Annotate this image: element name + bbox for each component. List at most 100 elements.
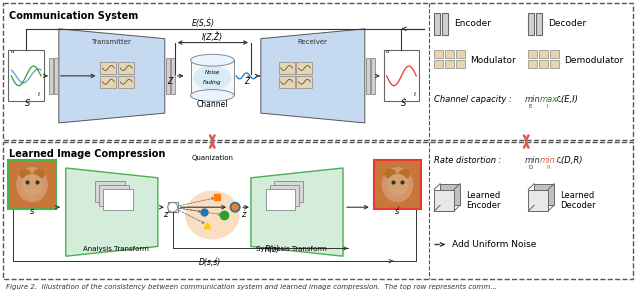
Ellipse shape <box>230 202 240 212</box>
Bar <box>171 58 175 93</box>
Bar <box>118 76 134 88</box>
Text: D: D <box>528 165 532 170</box>
Polygon shape <box>59 29 164 123</box>
Bar <box>434 60 443 68</box>
Bar <box>528 13 534 35</box>
Bar <box>445 51 454 58</box>
Text: min: min <box>540 156 556 165</box>
Text: Decoder: Decoder <box>548 20 586 28</box>
Bar <box>442 13 448 35</box>
Bar <box>366 58 370 93</box>
Polygon shape <box>261 29 365 123</box>
Text: Learned Image Compression: Learned Image Compression <box>10 150 166 159</box>
Bar <box>99 185 129 206</box>
Bar <box>539 51 548 58</box>
Text: Channel: Channel <box>196 100 228 109</box>
Bar <box>269 185 300 206</box>
Bar <box>434 51 443 58</box>
Text: Rate distortion :: Rate distortion : <box>434 156 504 165</box>
Ellipse shape <box>19 169 31 179</box>
Bar <box>95 181 125 202</box>
Text: ℒ(D,R): ℒ(D,R) <box>556 156 584 165</box>
Bar <box>3 142 633 279</box>
Bar <box>456 60 465 68</box>
Text: Ž: Ž <box>244 77 250 86</box>
Bar <box>550 51 559 58</box>
Bar <box>100 62 116 74</box>
Text: E: E <box>528 104 532 109</box>
Ellipse shape <box>191 90 234 101</box>
Text: ś: ś <box>396 207 400 216</box>
Text: Noise: Noise <box>205 70 220 75</box>
Bar <box>374 160 421 209</box>
Ellipse shape <box>193 65 231 91</box>
Bar <box>534 184 554 205</box>
Bar <box>528 190 548 211</box>
Text: Channel capacity :: Channel capacity : <box>434 95 515 104</box>
Bar <box>440 184 460 205</box>
Text: Figure 2.  Illustration of the consistency between communication system and lear: Figure 2. Illustration of the consistenc… <box>6 284 497 290</box>
Bar <box>383 51 419 101</box>
Text: min: min <box>524 156 540 165</box>
Text: Z: Z <box>167 77 172 86</box>
Text: I: I <box>546 104 548 109</box>
Bar <box>456 51 465 58</box>
Text: I(Z,Ž): I(Z,Ž) <box>202 32 223 42</box>
Bar <box>536 13 542 35</box>
Ellipse shape <box>33 169 45 179</box>
Ellipse shape <box>185 191 239 239</box>
Text: ż: ż <box>241 210 245 219</box>
Text: E(S,Ś): E(S,Ś) <box>192 18 215 28</box>
Bar <box>434 190 454 211</box>
Ellipse shape <box>230 203 239 212</box>
Text: Learned
Decoder: Learned Decoder <box>560 191 596 210</box>
Text: Transmitter: Transmitter <box>92 39 131 45</box>
Text: z: z <box>163 210 167 219</box>
Bar <box>274 181 303 202</box>
Ellipse shape <box>191 54 234 66</box>
Text: Quanization: Quanization <box>191 155 234 161</box>
Text: Learned
Encoder: Learned Encoder <box>466 191 500 210</box>
Bar <box>550 60 559 68</box>
Bar <box>371 58 375 93</box>
Bar <box>118 62 134 74</box>
Bar <box>296 76 312 88</box>
Bar <box>539 60 548 68</box>
Text: Demodulator: Demodulator <box>564 56 623 65</box>
Bar <box>104 189 133 210</box>
Ellipse shape <box>16 167 48 202</box>
Bar <box>445 60 454 68</box>
Ellipse shape <box>385 169 397 179</box>
Text: ℒ(E,I): ℒ(E,I) <box>556 95 579 104</box>
Text: Modulator: Modulator <box>470 56 516 65</box>
Bar <box>49 58 53 93</box>
Text: Ś: Ś <box>401 99 406 108</box>
Ellipse shape <box>168 202 178 212</box>
Text: R(ż): R(ż) <box>265 245 280 254</box>
Bar <box>528 51 537 58</box>
Text: t: t <box>413 93 415 98</box>
Bar <box>191 60 234 95</box>
Bar <box>54 58 58 93</box>
Bar <box>100 76 116 88</box>
Text: max: max <box>540 95 558 104</box>
Text: min: min <box>524 95 540 104</box>
Text: u: u <box>386 49 389 54</box>
Polygon shape <box>251 168 343 256</box>
Text: R: R <box>546 165 550 170</box>
Text: S: S <box>26 99 31 108</box>
Text: Fading: Fading <box>203 80 221 85</box>
Polygon shape <box>66 168 158 256</box>
Text: D(s,ś): D(s,ś) <box>199 258 221 267</box>
Text: s: s <box>30 207 35 216</box>
Bar <box>434 13 440 35</box>
Bar <box>278 76 294 88</box>
Bar <box>168 202 178 212</box>
Text: t: t <box>38 93 40 98</box>
Bar <box>3 3 633 140</box>
Bar <box>166 58 170 93</box>
Text: Encoder: Encoder <box>454 20 491 28</box>
Text: Analysis Transform: Analysis Transform <box>83 246 149 252</box>
Bar <box>266 189 296 210</box>
Bar <box>8 160 56 209</box>
